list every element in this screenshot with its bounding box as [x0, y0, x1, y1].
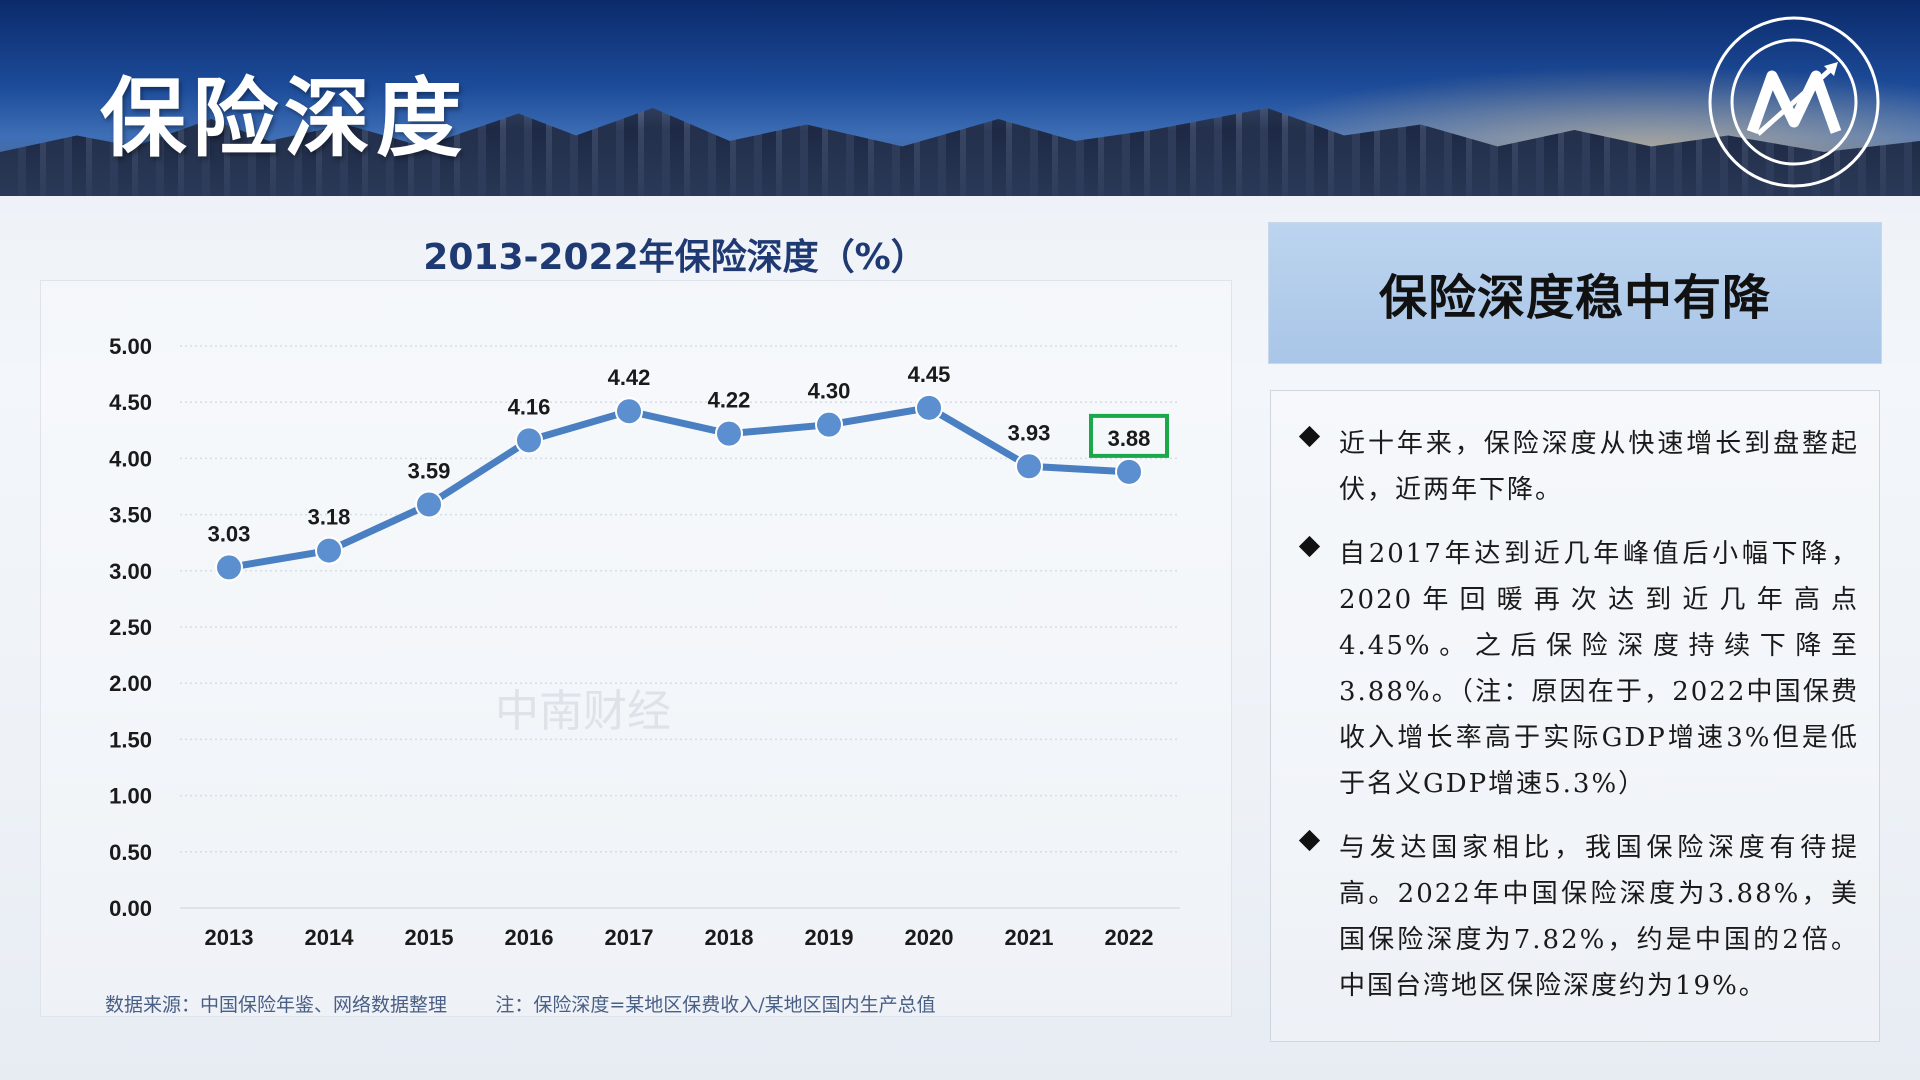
data-label: 3.03 — [208, 521, 251, 546]
y-tick-label: 1.00 — [109, 784, 152, 809]
x-tick-label: 2016 — [505, 925, 554, 950]
data-point — [1115, 457, 1143, 486]
data-point — [715, 419, 743, 448]
data-point — [915, 393, 943, 422]
chart-title: 2013-2022年保险深度（%） — [423, 237, 927, 278]
data-point — [815, 410, 843, 439]
summary-bullet-text: 近十年来，保险深度从快速增长到盘整起伏，近两年下降。 — [1339, 429, 1859, 505]
data-point — [615, 397, 643, 426]
data-label: 4.30 — [808, 379, 851, 404]
x-tick-label: 2018 — [705, 925, 754, 950]
summary-bullet: 近十年来，保险深度从快速增长到盘整起伏，近两年下降。 — [1298, 421, 1861, 513]
y-tick-label: 2.00 — [109, 671, 152, 696]
x-tick-label: 2020 — [905, 925, 954, 950]
source-note: 数据来源：中国保险年鉴、网络数据整理 注：保险深度=某地区保费收入/某地区国内生… — [105, 994, 936, 1016]
x-tick-label: 2019 — [805, 925, 854, 950]
series-line — [228, 404, 1130, 571]
x-tick-label: 2021 — [1005, 925, 1054, 950]
x-tick-label: 2014 — [305, 925, 355, 950]
diamond-bullet-icon — [1298, 531, 1321, 807]
x-tick-label: 2015 — [405, 925, 454, 950]
header-banner: 保险深度 — [0, 0, 1920, 196]
page-title: 保险深度 — [100, 69, 468, 169]
data-point — [1015, 452, 1043, 481]
summary-bullet: 自2017年达到近几年峰值后小幅下降，2020年回暖再次达到近几年高点4.45%… — [1298, 531, 1861, 807]
summary-bullet: 与发达国家相比，我国保险深度有待提高。2022年中国保险深度为3.88%，美国保… — [1298, 825, 1861, 1009]
data-label: 4.22 — [708, 388, 751, 413]
y-tick-label: 4.00 — [109, 446, 152, 471]
highlight-box — [1089, 413, 1169, 458]
x-tick-label: 2013 — [205, 925, 254, 950]
data-label: 3.88 — [1108, 426, 1151, 451]
y-tick-label: 3.00 — [109, 559, 152, 584]
diamond-bullet-icon — [1298, 825, 1321, 1009]
y-tick-label: 3.50 — [109, 503, 152, 528]
summary-bullets-box: 近十年来，保险深度从快速增长到盘整起伏，近两年下降。 自2017年达到近几年峰值… — [1270, 390, 1880, 1042]
watermark-text: 中南财经 — [495, 686, 671, 737]
data-label: 4.42 — [608, 365, 651, 390]
data-label: 3.18 — [308, 505, 351, 530]
data-point — [215, 553, 243, 582]
summary-bullet-text: 自2017年达到近几年峰值后小幅下降，2020年回暖再次达到近几年高点4.45%… — [1339, 539, 1859, 799]
org-seal-logo-icon — [1708, 16, 1880, 188]
summary-heading: 保险深度稳中有降 — [1378, 270, 1771, 326]
y-tick-label: 0.00 — [109, 896, 152, 921]
data-label: 4.45 — [908, 362, 951, 387]
line-chart: 5.00 4.50 4.00 3.50 3.00 2.50 2.00 1.50 1.00 0.50… — [109, 334, 1180, 950]
data-point — [315, 536, 343, 565]
y-tick-label: 5.00 — [109, 334, 152, 359]
x-tick-label: 2017 — [605, 925, 654, 950]
y-tick-label: 2.50 — [109, 615, 152, 640]
x-tick-label: 2022 — [1105, 925, 1154, 950]
diamond-bullet-icon — [1298, 421, 1321, 513]
y-tick-label: 0.50 — [109, 840, 152, 865]
y-tick-label: 1.50 — [109, 727, 152, 752]
data-label: 3.59 — [408, 458, 451, 483]
data-point — [515, 426, 543, 455]
data-point — [415, 490, 443, 519]
summary-bullet-text: 与发达国家相比，我国保险深度有待提高。2022年中国保险深度为3.88%，美国保… — [1339, 833, 1859, 1001]
y-tick-label: 4.50 — [109, 390, 152, 415]
data-label: 4.16 — [508, 394, 551, 419]
summary-heading-box: 保险深度稳中有降 — [1268, 222, 1882, 364]
data-label: 3.93 — [1008, 420, 1051, 445]
